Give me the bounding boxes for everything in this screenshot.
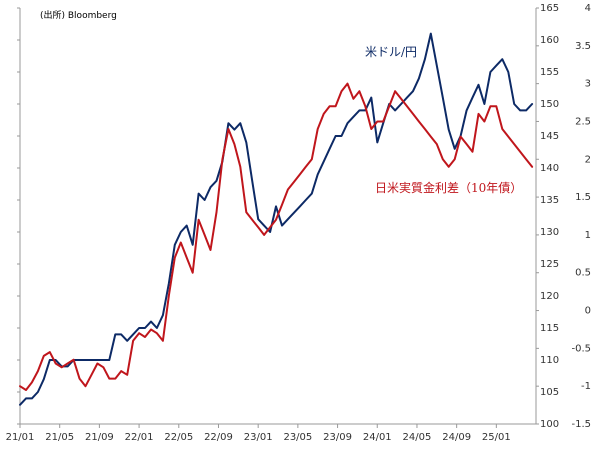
y-right-tick-label: -1.5 (571, 419, 591, 430)
y-right-tick-label: 0 (585, 306, 591, 317)
x-tick-label: 23/01 (244, 432, 273, 443)
y-right-tick-label: 2.5 (575, 116, 591, 127)
x-tick-label: 25/01 (482, 432, 511, 443)
y-left-tick-label: 115 (540, 323, 559, 334)
y-left-tick-label: 100 (540, 419, 559, 430)
y-right-tick-label: 3.5 (575, 41, 591, 52)
x-tick-label: 23/09 (323, 432, 352, 443)
x-tick-label: 24/09 (442, 432, 471, 443)
x-tick-label: 22/09 (204, 432, 233, 443)
x-tick-label: 22/05 (164, 432, 193, 443)
y-left-tick-label: 155 (540, 67, 559, 78)
rate-spread-series-label: 日米実質金利差（10年債） (375, 180, 522, 195)
x-tick-label: 24/01 (363, 432, 392, 443)
series-group (19, 32, 534, 406)
y-left-tick-label: 120 (540, 291, 559, 302)
y-right-tick-label: -1 (581, 381, 591, 392)
usdjpy-series-label: 米ドル/円 (365, 45, 417, 59)
x-tick-label: 22/01 (125, 432, 154, 443)
y-right-tick-group: -1.5 -1 -0.5 0 0.5 1 1.5 2 2.5 3 3.5 4 (536, 3, 591, 430)
y-right-tick-label: -0.5 (571, 343, 591, 354)
y-left-tick-label: 160 (540, 35, 559, 46)
x-tick-label: 21/05 (45, 432, 74, 443)
y-left-tick-label: 150 (540, 99, 559, 110)
y-left-tick-label: 145 (540, 131, 559, 142)
y-left-tick-label: 125 (540, 259, 559, 270)
y-left-tick-label: 105 (540, 387, 559, 398)
usdjpy-line (19, 32, 534, 406)
y-right-tick-label: 0.5 (575, 268, 591, 279)
y-right-tick-label: 3 (585, 79, 591, 90)
rate-spread-line (19, 82, 534, 391)
y-right-tick-label: 1 (585, 230, 591, 241)
y-left-tick-group: 100 105 110 115 120 125 130 135 140 145 150 155 160 1… (17, 3, 559, 430)
x-tick-label: 23/05 (283, 432, 312, 443)
x-tick-label: 21/09 (85, 432, 114, 443)
y-left-tick-label: 130 (540, 227, 559, 238)
x-tick-group: 21/01 21/05 21/09 22/01 22/05 22/09 23/01 23/05… (6, 424, 511, 443)
y-left-tick-label: 140 (540, 163, 559, 174)
y-left-tick-label: 110 (540, 355, 559, 366)
x-tick-label: 21/01 (6, 432, 35, 443)
y-left-tick-label: 135 (540, 195, 559, 206)
y-right-tick-label: 4 (585, 3, 591, 14)
y-right-tick-label: 2 (585, 154, 591, 165)
y-left-tick-label: 165 (540, 3, 559, 14)
x-tick-label: 24/05 (403, 432, 432, 443)
y-right-tick-label: 1.5 (575, 192, 591, 203)
source-note: (出所) Bloomberg (40, 9, 117, 21)
